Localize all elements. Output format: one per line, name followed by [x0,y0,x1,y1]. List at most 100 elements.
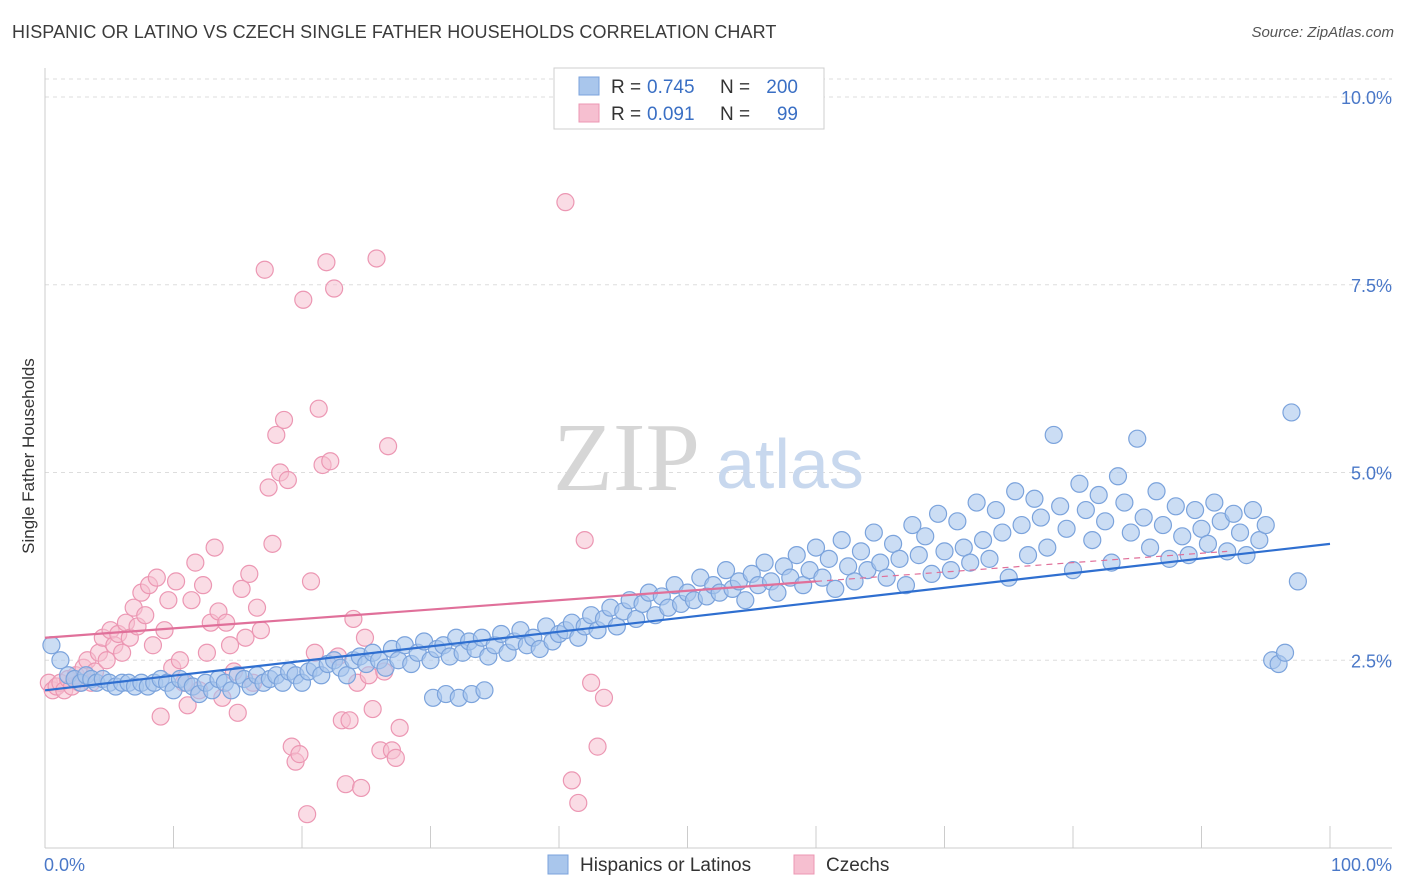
hispanics-point-193 [1282,403,1301,422]
czechs-point-34 [170,651,190,670]
stats-blue-r-label: R = [611,77,641,98]
stats-blue-r-value: 0.745 [647,77,695,98]
hispanics-point-167 [1115,493,1134,512]
czechs-points [39,193,614,824]
czechs-point-28 [147,568,166,587]
czechs-point-58 [263,534,282,553]
hispanics-point-125 [845,572,864,591]
czechs-point-94 [569,793,588,813]
stats-blue-swatch [578,76,600,96]
czechs-point-82 [355,628,375,647]
czechs-point-97 [588,737,607,756]
watermark-atlas: atlas [716,425,864,503]
hispanics-point-105 [716,561,736,580]
hispanics-point-163 [1089,485,1108,505]
hispanics-point-165 [1102,553,1121,572]
hispanics-point-113 [768,583,787,602]
hispanics-point-194 [1288,572,1307,591]
czechs-point-38 [186,553,205,572]
y-tick-label-2: 7.5% [1351,276,1392,296]
hispanics-point-171 [1140,538,1160,557]
hispanics-point-156 [1044,425,1063,445]
czechs-point-84 [363,699,382,719]
czechs-point-68 [301,572,321,591]
y-tick-labels: 2.5% 5.0% 7.5% 10.0% [1341,88,1392,671]
hispanics-point-152 [1018,546,1038,565]
hispanics-point-176 [1173,527,1192,546]
czechs-point-95 [575,530,594,550]
hispanics-point-174 [1160,549,1179,568]
chart-title: HISPANIC OR LATINO VS CZECH SINGLE FATHE… [12,22,777,42]
hispanics-point-173 [1153,515,1173,535]
hispanics-point-158 [1057,519,1076,538]
hispanics-point-155 [1038,538,1057,557]
hispanics-point-172 [1147,482,1166,501]
hispanics-point-184 [1224,504,1243,523]
series-legend: Hispanics or Latinos Czechs [547,854,889,876]
hispanics-point-181 [1205,493,1224,512]
hispanics-point-178 [1185,500,1205,520]
czechs-point-50 [232,579,251,599]
stats-blue-n-value: 200 [766,77,798,98]
hispanics-point-138 [928,504,948,523]
hispanics-point-192 [1275,643,1295,662]
legend-pink-swatch [793,854,815,875]
trend-lines [44,542,1331,692]
watermark-zip: ZIP [553,404,700,512]
czechs-point-55 [251,621,270,640]
czechs-point-96 [582,673,601,692]
czechs-trend-line [44,580,817,639]
hispanics-point-187 [1243,500,1263,520]
hispanics-point-142 [954,538,973,557]
hispanics-point-180 [1198,534,1218,553]
stats-pink-swatch [578,103,600,123]
czechs-point-77 [336,775,355,794]
hispanics-point-179 [1192,519,1211,538]
hispanics-point-124 [839,557,858,576]
czechs-point-90 [386,748,405,767]
hispanics-point-123 [832,530,851,550]
legend-pink-label: Czechs [826,855,889,876]
hispanics-point-120 [813,568,832,587]
czechs-point-65 [290,745,309,764]
stats-blue-n-label: N = [720,77,750,98]
hispanics-point-136 [916,527,935,546]
czechs-point-98 [594,688,614,707]
hispanics-point-145 [973,530,993,550]
czechs-point-67 [298,805,317,824]
hispanics-point-129 [871,553,890,572]
axes [44,68,1392,849]
hispanics-point-150 [1006,482,1025,501]
czechs-trend-extension [815,550,1228,582]
czechs-point-37 [182,591,201,610]
czechs-point-41 [197,643,217,662]
czechs-point-59 [267,425,286,445]
stats-pink-n-label: N = [720,104,750,125]
stats-legend: R = 0.745 N = 200 R = 0.091 N = 99 [553,67,825,130]
czechs-point-29 [151,707,170,726]
hispanics-point-126 [851,542,871,561]
hispanics-point-122 [826,579,845,599]
watermark: ZIP atlas [553,404,864,512]
czechs-point-46 [217,613,236,632]
hispanics-point-147 [986,500,1006,520]
czechs-point-72 [317,253,336,272]
hispanics-point-46 [337,666,357,685]
x-tick-label-0: 0.0% [44,855,85,875]
czechs-point-91 [390,718,409,737]
hispanics-point-170 [1134,508,1153,527]
hispanics-point-143 [961,553,980,572]
czechs-point-61 [274,410,294,430]
hispanics-point-139 [935,542,954,561]
stats-pink-n-value: 99 [777,104,798,125]
hispanics-point-140 [941,561,961,580]
czechs-point-15 [97,651,116,670]
y-tick-label-0: 2.5% [1351,651,1392,671]
czechs-point-19 [112,643,132,662]
y-axis-title: Single Father Households [19,358,38,554]
hispanics-point-189 [1256,515,1275,535]
czechs-point-88 [378,437,398,456]
hispanics-point-130 [877,568,896,587]
czechs-point-36 [178,696,197,715]
stats-pink-r-label: R = [611,104,641,125]
